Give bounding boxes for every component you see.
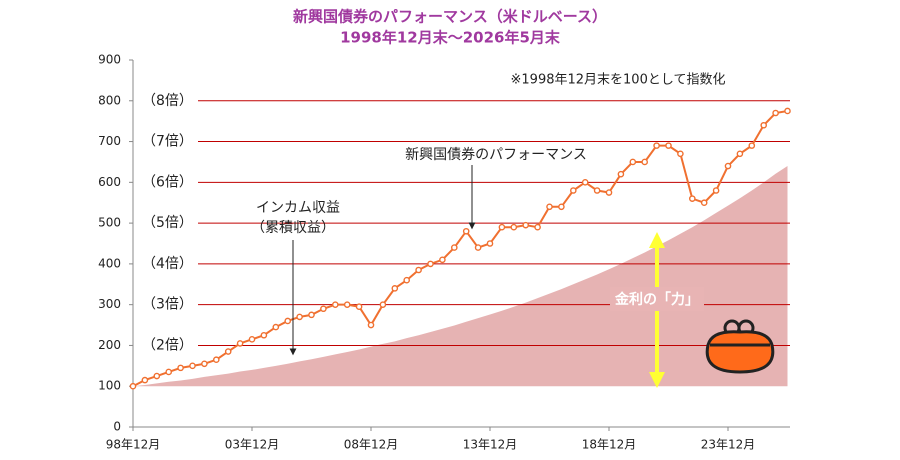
multiple-label: （3倍） (142, 297, 193, 313)
point (320, 305, 327, 313)
point (236, 340, 244, 347)
point (450, 244, 458, 251)
point (498, 223, 506, 231)
point (760, 121, 768, 129)
point (677, 150, 684, 158)
point (272, 323, 280, 331)
chart-subtitle: 1998年12月末～2026年5月末 (340, 29, 561, 47)
point (308, 311, 315, 319)
power-label-box (610, 287, 704, 311)
point (462, 227, 470, 235)
point (201, 360, 208, 368)
point (546, 203, 553, 211)
point (296, 313, 303, 321)
point (284, 317, 292, 325)
point (355, 303, 363, 311)
point (617, 170, 625, 178)
area-sublabel: （累積収益） (251, 220, 335, 236)
note: ※1998年12月末を100として指数化 (511, 73, 726, 88)
multiple-label: （2倍） (142, 337, 193, 353)
point (189, 362, 196, 370)
multiple-label: （7倍） (142, 134, 193, 150)
point (331, 301, 339, 308)
point (427, 260, 434, 268)
multiple-label: （4倍） (142, 256, 193, 272)
point (772, 109, 779, 117)
point (486, 240, 494, 247)
multiple-label: （6倍） (142, 174, 193, 190)
point (391, 285, 399, 292)
point (177, 364, 184, 372)
x-tick-label: 23年12月 (701, 438, 756, 452)
income-area (133, 166, 788, 387)
x-tick-label: 13年12月 (463, 438, 518, 452)
point (212, 356, 220, 364)
point (439, 256, 446, 264)
point (379, 301, 387, 308)
point (248, 336, 256, 343)
area-label: インカム収益 (256, 200, 340, 216)
point (534, 223, 541, 231)
point (689, 195, 696, 202)
multiple-label: （5倍） (142, 215, 193, 231)
point (712, 187, 720, 194)
point (367, 321, 375, 329)
y-tick-label: 900 (98, 53, 121, 67)
point (653, 142, 660, 149)
point (343, 301, 351, 308)
point (593, 187, 601, 194)
point (629, 158, 637, 166)
point (581, 179, 589, 186)
y-tick-label: 100 (98, 379, 121, 393)
point (474, 244, 482, 251)
y-tick-label: 700 (98, 134, 121, 148)
point (415, 266, 422, 274)
y-tick-label: 400 (98, 256, 121, 270)
point (724, 162, 732, 170)
point (605, 189, 613, 196)
point (129, 382, 137, 390)
point (522, 221, 530, 229)
x-tick-label: 03年12月 (225, 438, 280, 452)
y-tick-label: 600 (98, 175, 121, 189)
point (141, 376, 149, 384)
power-label: 金利の「力」 (614, 291, 699, 308)
point (641, 158, 649, 166)
y-tick-label: 800 (98, 93, 121, 107)
purse-icon (705, 319, 775, 374)
point (260, 331, 268, 339)
point (558, 203, 565, 211)
point (748, 142, 756, 149)
point (510, 223, 518, 231)
point (165, 368, 172, 376)
point (153, 372, 161, 380)
point (403, 276, 411, 284)
point (665, 142, 672, 149)
point (570, 187, 577, 194)
point (700, 199, 708, 207)
y-tick-label: 500 (98, 216, 121, 230)
chart-title: 新興国債券のパフォーマンス（米ドルベース） (293, 8, 607, 26)
point (736, 150, 744, 158)
series-label: 新興国債券のパフォーマンス (405, 147, 587, 163)
y-tick-label: 200 (98, 338, 121, 352)
x-tick-label: 98年12月 (106, 438, 161, 452)
x-tick-label: 18年12月 (582, 438, 637, 452)
x-tick-label: 08年12月 (344, 438, 399, 452)
y-tick-label: 300 (98, 297, 121, 311)
point (784, 107, 791, 115)
point (224, 348, 232, 355)
y-tick-label: 0 (113, 420, 121, 434)
multiple-label: （8倍） (142, 93, 193, 109)
